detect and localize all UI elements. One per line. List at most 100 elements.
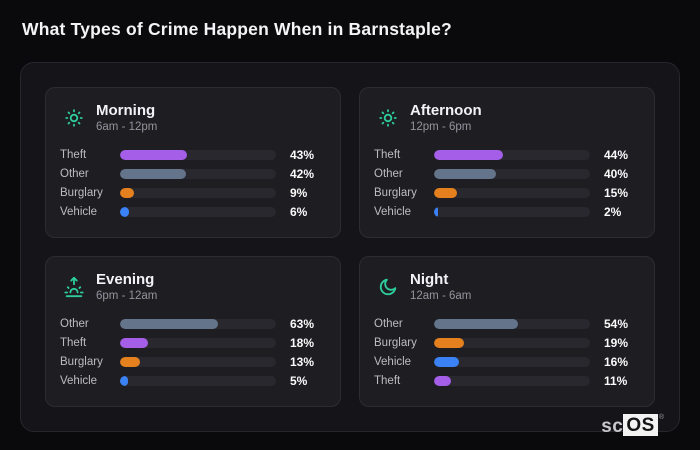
percent-value: 13% xyxy=(290,355,315,370)
crime-label: Burglary xyxy=(60,187,103,200)
percent-value: 11% xyxy=(604,374,628,388)
crime-row: Theft 18% xyxy=(60,334,326,352)
bar-chart: Other 63% Theft 18% Burglary 13% Vehicle… xyxy=(60,311,326,396)
crime-row: Vehicle 16% xyxy=(374,353,640,371)
percent-value: 16% xyxy=(604,355,629,370)
night-panel: Night 12am - 6am Other 54% Burglary 19% … xyxy=(359,256,655,407)
crime-label: Other xyxy=(374,318,403,331)
crime-row: Vehicle 5% xyxy=(60,372,326,390)
crime-label: Theft xyxy=(60,337,87,350)
crime-label: Vehicle xyxy=(374,206,412,218)
bar-fill xyxy=(434,169,497,180)
panel-time-range: 6am - 12pm xyxy=(96,121,158,134)
crime-row: Burglary 19% xyxy=(374,334,640,352)
brand-prefix: sc xyxy=(601,416,624,437)
percent-value: 6% xyxy=(290,205,308,219)
bar-fill xyxy=(434,338,464,349)
bar-track xyxy=(434,169,590,180)
panel-header: Evening 6pm - 12am xyxy=(62,271,326,303)
bar-fill xyxy=(120,207,130,217)
bar-fill xyxy=(434,188,458,199)
sun-icon xyxy=(376,106,400,130)
sun-icon xyxy=(62,106,86,130)
bar-track xyxy=(434,319,590,330)
panel-title: Evening xyxy=(96,271,155,288)
crime-label: Theft xyxy=(60,149,87,162)
percent-value: 18% xyxy=(290,336,315,351)
crime-label: Vehicle xyxy=(60,206,98,218)
bar-fill xyxy=(434,376,452,386)
crime-row: Other 42% xyxy=(60,165,326,183)
panel-header: Night 12am - 6am xyxy=(376,271,640,303)
percent-value: 54% xyxy=(604,317,629,332)
crime-row: Burglary 15% xyxy=(374,184,640,202)
bar-fill xyxy=(120,357,141,368)
bar-fill xyxy=(434,150,503,161)
crime-row: Vehicle 2% xyxy=(374,203,640,221)
panel-header: Afternoon 12pm - 6pm xyxy=(376,102,640,134)
crime-row: Vehicle 6% xyxy=(60,203,326,221)
bar-track xyxy=(120,150,276,161)
percent-value: 2% xyxy=(604,205,622,219)
panel-title: Morning xyxy=(96,102,156,119)
bar-fill xyxy=(120,150,188,161)
bar-fill xyxy=(120,319,219,330)
panel-title: Afternoon xyxy=(410,102,482,119)
bar-track xyxy=(120,188,276,199)
bar-fill xyxy=(120,188,135,199)
crime-row: Other 40% xyxy=(374,165,640,183)
percent-value: 43% xyxy=(290,148,315,163)
sunrise-icon xyxy=(62,275,86,299)
crime-label: Burglary xyxy=(60,356,103,369)
percent-value: 44% xyxy=(604,148,629,163)
crime-row: Theft 43% xyxy=(60,146,326,164)
crime-label: Theft xyxy=(374,375,401,387)
bar-fill xyxy=(120,376,128,386)
brand-logo: sc OS ® xyxy=(601,414,664,436)
bar-chart: Theft 43% Other 42% Burglary 9% Vehicle … xyxy=(60,142,326,227)
brand-suffix: OS xyxy=(623,414,658,436)
crime-row: Other 54% xyxy=(374,315,640,333)
dashboard-container: Morning 6am - 12pm Theft 43% Other 42% B… xyxy=(20,62,680,432)
crime-row: Other 63% xyxy=(60,315,326,333)
crime-row: Burglary 13% xyxy=(60,353,326,371)
bar-track xyxy=(434,376,590,386)
percent-value: 15% xyxy=(604,186,629,201)
panel-time-range: 12pm - 6pm xyxy=(410,121,472,134)
bar-track xyxy=(120,376,276,386)
panel-time-range: 6pm - 12am xyxy=(96,290,158,303)
panel-title: Night xyxy=(410,271,449,288)
bar-track xyxy=(120,207,276,217)
percent-value: 40% xyxy=(604,167,629,182)
percent-value: 5% xyxy=(290,374,308,388)
bar-chart: Other 54% Burglary 19% Vehicle 16% Theft… xyxy=(374,311,640,396)
bar-track xyxy=(120,319,276,330)
percent-value: 42% xyxy=(290,167,315,182)
afternoon-panel: Afternoon 12pm - 6pm Theft 44% Other 40%… xyxy=(359,87,655,238)
bar-fill xyxy=(434,357,459,368)
moon-icon xyxy=(376,275,400,299)
bar-track xyxy=(434,150,590,161)
panel-time-range: 12am - 6am xyxy=(410,290,472,303)
page-title: What Types of Crime Happen When in Barns… xyxy=(22,19,452,39)
bar-track xyxy=(120,357,276,368)
bar-track xyxy=(120,338,276,349)
bar-track xyxy=(120,169,276,180)
percent-value: 9% xyxy=(290,186,308,201)
crime-label: Burglary xyxy=(374,187,417,200)
percent-value: 19% xyxy=(604,336,629,351)
crime-label: Other xyxy=(60,318,89,331)
crime-row: Burglary 9% xyxy=(60,184,326,202)
crime-row: Theft 11% xyxy=(374,372,640,390)
bar-track xyxy=(434,338,590,349)
bar-fill xyxy=(120,338,149,349)
crime-label: Other xyxy=(374,168,403,181)
bar-fill xyxy=(434,319,519,330)
crime-row: Theft 44% xyxy=(374,146,640,164)
crime-label: Burglary xyxy=(374,337,417,350)
crime-label: Vehicle xyxy=(374,356,412,369)
bar-track xyxy=(434,357,590,368)
crime-label: Other xyxy=(60,168,89,181)
crime-label: Theft xyxy=(374,149,401,162)
morning-panel: Morning 6am - 12pm Theft 43% Other 42% B… xyxy=(45,87,341,238)
